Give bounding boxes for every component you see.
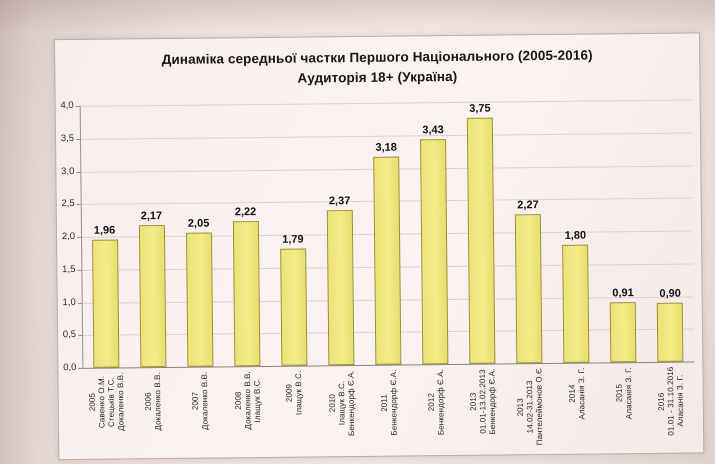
bar-value-label: 3,75 — [469, 102, 491, 115]
bars-row: 1,96 2,17 2,05 2,22 1,79 2,37 3,18 3,43 3,75 2,27… — [80, 99, 695, 368]
bar — [280, 248, 308, 366]
bar-value-label: 0,90 — [659, 287, 681, 300]
chart-column: 3,75 — [456, 101, 506, 364]
bar-value-label: 3,18 — [375, 141, 397, 154]
x-axis-label: 2013 01.01-13.02.2013 Бенкендорф Є.А. — [468, 368, 498, 435]
x-axis-label: 2008 Докаленко В.В. Ілащук В.С. — [233, 371, 262, 430]
bar — [515, 214, 543, 364]
y-axis-tick-label: 0,0 — [63, 361, 77, 374]
chart-column: 3,43 — [409, 102, 459, 365]
bar-value-label: 1,79 — [282, 233, 304, 246]
chart-column: 2,37 — [315, 103, 365, 366]
chart-column: 2,05 — [174, 104, 224, 367]
x-axis-label-cell: 2013 14.02-31.2013 Пантелеймонов О.Є — [506, 363, 554, 455]
y-axis-tick-label: 4,0 — [60, 99, 74, 112]
bar-value-label: 2,22 — [234, 206, 257, 219]
bar — [373, 156, 402, 365]
chart-column: 1,79 — [268, 103, 318, 366]
x-axis-label-cell: 2013 01.01-13.02.2013 Бенкендорф Є.А. — [459, 363, 507, 455]
x-axis-label: 2009 Ілащук В.С. — [284, 370, 304, 416]
chart-column: 1,80 — [550, 100, 600, 363]
chart-title-block: Динаміка середньої частки Першого Націон… — [55, 44, 699, 91]
x-axis-label: 2007 Докаленко В.В. — [190, 371, 210, 431]
x-axis-label-cell: 2012 Бенкендорф Є.А. — [412, 364, 460, 456]
chart-column: 3,18 — [362, 102, 412, 365]
bar — [466, 117, 496, 364]
bar-value-label: 2,05 — [187, 217, 210, 230]
bar — [91, 239, 119, 368]
x-axis-label: 2011 Бенкендорф Є.А. — [379, 369, 399, 436]
bar-value-label: 3,43 — [422, 124, 444, 137]
y-axis-tick-label: 1,0 — [62, 296, 76, 308]
x-axis-label-cell: 2006 Докаленко В.В. — [129, 367, 177, 459]
chart-column: 2,22 — [221, 104, 271, 367]
x-axis-label: 2013 14.02-31.2013 Пантелеймонов О.Є — [515, 368, 545, 446]
y-axis-tick-label: 0,5 — [62, 329, 77, 341]
x-axis-label-cell: 2008 Докаленко В.В. Ілащук В.С. — [224, 366, 272, 458]
bar-value-label: 2,27 — [517, 199, 539, 212]
bar — [420, 139, 449, 365]
bar-value-label: 2,37 — [328, 195, 351, 208]
chart-column: 0,91 — [597, 100, 647, 363]
bar-value-label: 1,96 — [93, 224, 116, 237]
x-axis-label: 2012 Бенкендорф Є.А. — [426, 369, 446, 436]
y-axis-tick-label: 1,5 — [62, 263, 76, 275]
x-axis-label-cell: 2016 01.01 - 31.10.2016 Аласанія З. Г. — [647, 361, 695, 453]
x-axis-label: 2010 Ілащук В.С. Бенкендорф Є.А. — [327, 370, 356, 437]
bar-value-label: 0,91 — [612, 287, 634, 300]
bar — [138, 225, 167, 368]
x-axis-label-cell: 2014 Аласанія З. Г. — [553, 362, 601, 454]
chart-panel: Динаміка середньої частки Першого Націон… — [53, 32, 705, 461]
bar — [562, 244, 590, 363]
y-axis-tick-label: 3,5 — [60, 132, 75, 144]
x-axis-label: 2014 Аласанія З. Г. — [567, 367, 587, 420]
x-axis-label-cell: 2010 Ілащук В.С. Бенкендорф Є.А. — [318, 365, 366, 457]
x-axis-label-cell: 2011 Бенкендорф Є.А. — [365, 364, 413, 456]
x-axis-labels-row: 2005 Савенко О.М. Стецьків Т.С. Докаленк… — [82, 361, 695, 459]
x-axis-label-cell: 2007 Докаленко В.В. — [177, 366, 225, 458]
bar-value-label: 1,80 — [564, 229, 587, 242]
bar — [657, 302, 684, 362]
chart-column: 2,17 — [127, 105, 177, 368]
y-axis-tick-label: 2,5 — [61, 198, 75, 210]
bar — [326, 210, 355, 366]
y-axis-labels: 4,0 3,5 3,0 2,5 2,0 1,5 1,0 0,5 0,0 — [46, 100, 77, 373]
x-axis-label: 2006 Докаленко В.В. — [143, 372, 163, 431]
bar — [185, 232, 214, 367]
plot-area: 4,0 3,5 3,0 2,5 2,0 1,5 1,0 0,5 0,0 1,96 2,17 2,05… — [60, 99, 695, 445]
chart-column: 0,90 — [645, 99, 695, 362]
y-axis-tick-label: 2,0 — [61, 230, 76, 243]
x-axis-label-cell: 2005 Савенко О.М. Стецьків Т.С. Докаленк… — [82, 367, 130, 459]
x-axis-label: 2005 Савенко О.М. Стецьків Т.С. Докаленк… — [87, 372, 126, 431]
x-axis-label: 2016 01.01 - 31.10.2016 Аласанія З. Г. — [656, 366, 686, 436]
y-axis-tick-label: 3,0 — [61, 165, 75, 177]
chart-column: 2,27 — [503, 101, 553, 364]
bar — [232, 221, 261, 367]
bar — [610, 302, 637, 363]
x-axis-label-cell: 2009 Ілащук В.С. — [271, 365, 319, 457]
x-axis-label: 2015 Аласанія З. Г. — [614, 367, 634, 420]
bar-value-label: 2,17 — [140, 210, 163, 223]
x-axis-label-cell: 2015 Аласанія З. Г. — [600, 362, 648, 454]
chart-column: 1,96 — [80, 105, 130, 368]
